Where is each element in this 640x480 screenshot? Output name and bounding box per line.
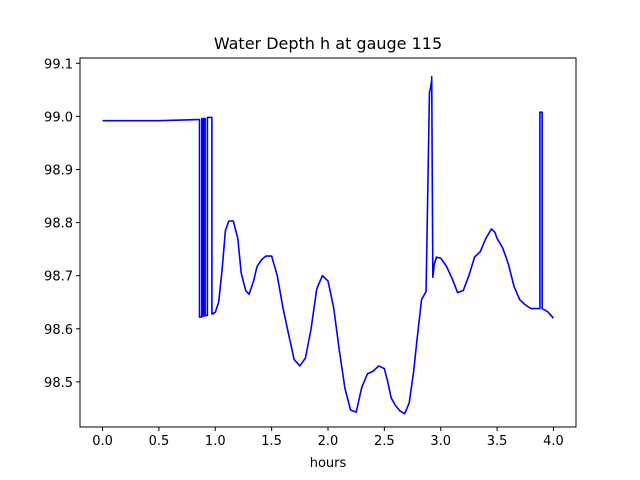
x-tick-label: 1.0 xyxy=(205,434,226,449)
series-line-1 xyxy=(102,75,555,415)
y-tick-label: 99.0 xyxy=(44,110,73,125)
x-axis-label: hours xyxy=(310,456,347,471)
y-tick-label: 99.1 xyxy=(44,57,73,72)
y-tick-label: 98.5 xyxy=(44,376,73,391)
chart-title: Water Depth h at gauge 115 xyxy=(214,34,442,53)
x-tick-label: 2.0 xyxy=(318,434,339,449)
plot-area xyxy=(80,58,576,427)
y-tick-label: 98.6 xyxy=(44,323,73,338)
x-tick-label: 1.5 xyxy=(261,434,282,449)
y-axis-ticks: 98.5 98.6 98.7 98.8 98.9 99.0 99.1 xyxy=(44,57,80,391)
x-tick-label: 3.0 xyxy=(430,434,451,449)
x-axis-ticks: 0.0 0.5 1.0 1.5 2.0 2.5 3.0 3.5 4.0 xyxy=(92,427,564,449)
y-tick-label: 98.8 xyxy=(44,217,73,232)
y-tick-label: 98.9 xyxy=(44,163,73,178)
x-tick-label: 0.0 xyxy=(92,434,113,449)
y-tick-label: 98.7 xyxy=(44,270,73,285)
x-tick-label: 2.5 xyxy=(374,434,395,449)
x-tick-label: 3.5 xyxy=(487,434,508,449)
series-layer xyxy=(102,75,555,415)
x-tick-label: 0.5 xyxy=(149,434,170,449)
plot-frame xyxy=(79,57,577,428)
x-tick-label: 4.0 xyxy=(543,434,564,449)
